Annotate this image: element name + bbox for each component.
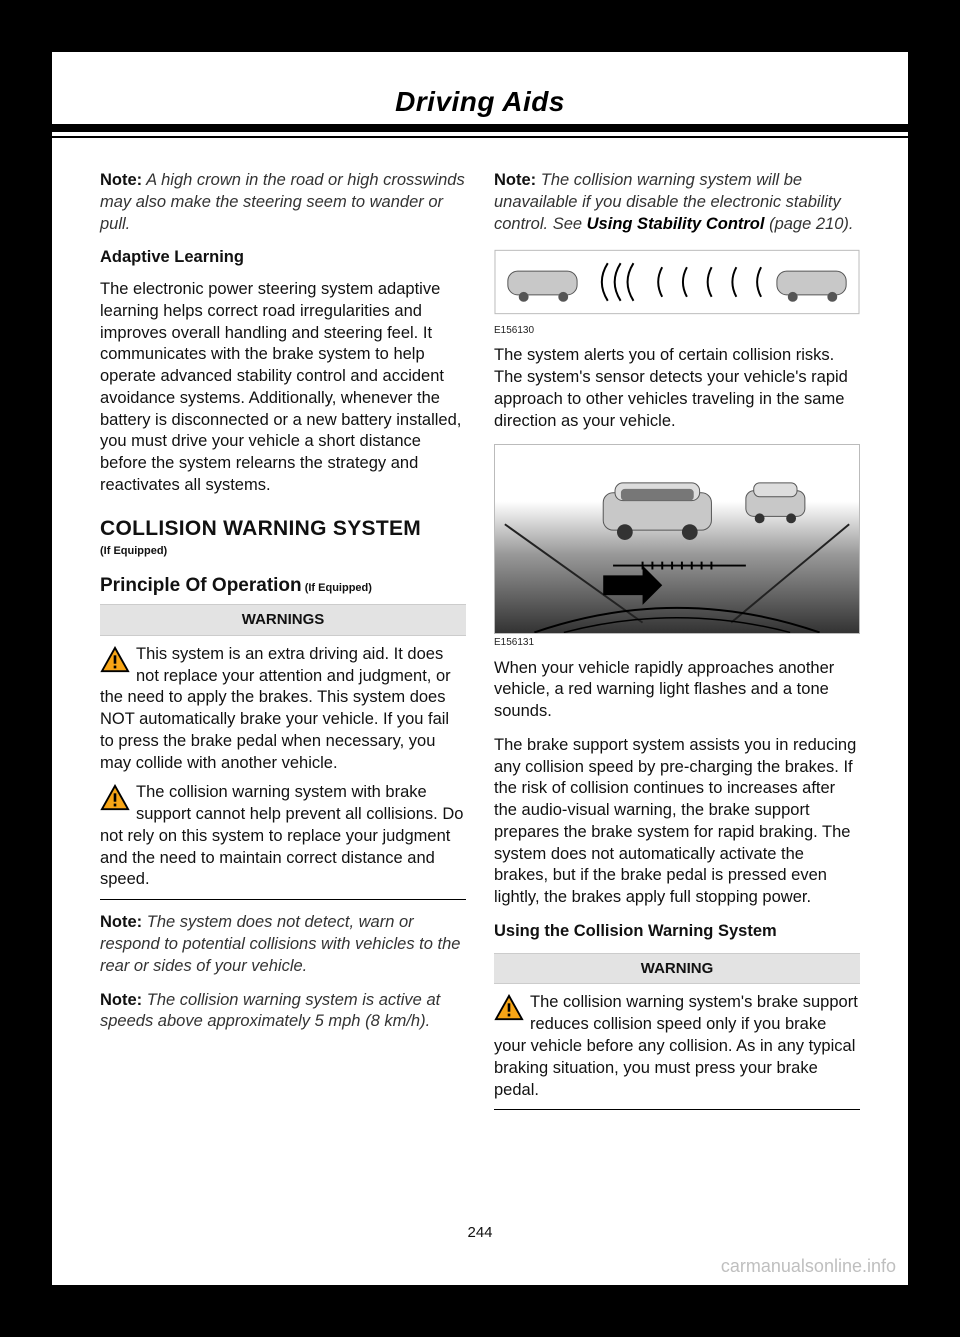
warning-item: The collision warning system with brake … <box>100 782 466 891</box>
warning-text: The collision warning system with brake … <box>100 783 463 888</box>
note-crosswinds: Note: A high crown in the road or high c… <box>100 170 466 235</box>
warning-triangle-icon <box>100 646 130 674</box>
warnings-box: WARNINGS This system is an extra driving… <box>100 604 466 900</box>
figure-label: E156130 <box>494 324 860 337</box>
subheading-if-equipped: (If Equipped) <box>100 544 466 559</box>
figure-label: E156131 <box>494 636 860 649</box>
note-text: The system does not detect, warn or resp… <box>100 913 460 975</box>
heading-adaptive-learning: Adaptive Learning <box>100 247 466 269</box>
page-number: 244 <box>52 1224 908 1241</box>
header-rule-thick <box>52 124 908 132</box>
warning-text: The collision warning system's brake sup… <box>494 993 858 1098</box>
note-text: The collision warning system is active a… <box>100 991 440 1031</box>
watermark: carmanualsonline.info <box>721 1256 896 1277</box>
note-text: A high crown in the road or high crosswi… <box>100 171 465 233</box>
note-label: Note: <box>494 171 536 189</box>
warning-triangle-icon <box>100 784 130 812</box>
note-label: Note: <box>100 913 142 931</box>
content-columns: Note: A high crown in the road or high c… <box>100 170 860 1205</box>
page: Driving Aids Note: A high crown in the r… <box>52 52 908 1285</box>
right-column: Note: The collision warning system will … <box>494 170 860 1205</box>
note-label: Note: <box>100 991 142 1009</box>
heading-using-collision-warning: Using the Collision Warning System <box>494 921 860 943</box>
warning-item: The collision warning system's brake sup… <box>494 992 860 1101</box>
figure-collision-warning <box>494 444 860 634</box>
warning-box: WARNING The collision warning system's b… <box>494 953 860 1111</box>
note-detect: Note: The system does not detect, warn o… <box>100 912 466 977</box>
note-speed: Note: The collision warning system is ac… <box>100 990 466 1034</box>
heading-principle-text: Principle Of Operation <box>100 575 302 596</box>
warnings-end-rule <box>100 899 466 900</box>
note-stability: Note: The collision warning system will … <box>494 170 860 235</box>
warning-item: This system is an extra driving aid. It … <box>100 644 466 775</box>
paragraph-approach: When your vehicle rapidly approaches ano… <box>494 658 860 723</box>
paragraph-brake-support: The brake support system assists you in … <box>494 735 860 909</box>
heading-collision-warning-system: COLLISION WARNING SYSTEM <box>100 515 466 543</box>
left-column: Note: A high crown in the road or high c… <box>100 170 466 1205</box>
note-link: Using Stability Control <box>587 215 765 233</box>
warnings-title: WARNINGS <box>100 604 466 636</box>
paragraph-alerts: The system alerts you of certain collisi… <box>494 345 860 432</box>
page-title: Driving Aids <box>52 86 908 124</box>
warning-title: WARNING <box>494 953 860 985</box>
note-label: Note: <box>100 171 142 189</box>
warning-end-rule <box>494 1109 860 1110</box>
heading-principle-sub: (If Equipped) <box>302 582 372 594</box>
warning-text: This system is an extra driving aid. It … <box>100 645 451 772</box>
warning-triangle-icon <box>494 994 524 1022</box>
note-text-b: (page 210). <box>764 215 853 233</box>
heading-principle-of-operation: Principle Of Operation (If Equipped) <box>100 573 466 598</box>
paragraph-adaptive: The electronic power steering system ada… <box>100 279 466 497</box>
page-header: Driving Aids <box>52 86 908 138</box>
header-rule-thin <box>52 136 908 138</box>
figure-sensor-waves <box>494 249 860 315</box>
